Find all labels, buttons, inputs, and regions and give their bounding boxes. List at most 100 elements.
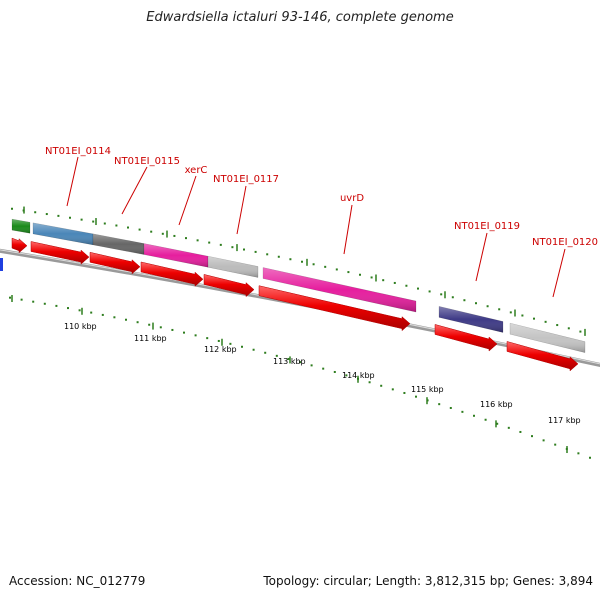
outer-minor-tick	[567, 327, 570, 330]
gene-label: xerC	[185, 165, 208, 176]
outer-minor-tick	[208, 241, 211, 244]
outer-minor-tick	[335, 268, 338, 271]
scale-minor-tick	[125, 318, 127, 321]
scale-tick-label: 117 kbp	[548, 416, 581, 425]
gene-label: NT01EI_0114	[45, 146, 111, 157]
gene-label-leader	[66, 156, 79, 207]
scale-tick-label: 115 kbp	[411, 385, 444, 394]
scale-minor-tick	[275, 354, 278, 357]
scale-minor-tick	[496, 422, 499, 425]
gene-bar-shade	[93, 233, 144, 255]
scale-minor-tick	[507, 426, 510, 429]
outer-minor-tick	[57, 214, 60, 217]
scale-minor-tick	[78, 309, 81, 312]
outer-minor-tick	[533, 317, 535, 320]
gene-label: NT01EI_0119	[454, 221, 520, 232]
scale-minor-tick	[403, 391, 406, 394]
outer-minor-tick	[428, 290, 431, 293]
scale-minor-tick	[299, 361, 301, 364]
outer-minor-tick	[451, 296, 454, 299]
scale-minor-tick	[159, 326, 162, 329]
outer-minor-tick	[475, 302, 477, 305]
outer-minor-tick	[219, 243, 222, 246]
genome-summary-text: Topology: circular; Length: 3,812,315 bp…	[263, 574, 593, 588]
scale-minor-tick	[217, 339, 220, 342]
scale-minor-tick	[310, 364, 313, 367]
scale-minor-tick	[194, 334, 197, 337]
scale-minor-tick	[554, 443, 557, 446]
outer-minor-tick	[509, 311, 512, 314]
outer-minor-tick	[80, 218, 83, 221]
outer-minor-tick	[69, 216, 71, 219]
gene-bar-shade	[144, 243, 208, 268]
cds-arrow	[506, 341, 579, 372]
scale-minor-tick	[43, 302, 46, 305]
scale-minor-tick	[252, 348, 255, 351]
scale-minor-tick	[577, 452, 580, 455]
gene-label: uvrD	[340, 193, 364, 204]
outer-minor-tick	[254, 250, 257, 253]
scale-minor-tick	[333, 370, 336, 373]
outer-minor-tick	[382, 279, 385, 282]
outer-minor-tick	[289, 258, 292, 261]
outer-minor-tick	[347, 271, 350, 274]
scale-minor-tick	[391, 388, 394, 391]
outer-minor-tick	[440, 293, 443, 296]
outer-minor-tick	[34, 211, 37, 214]
scale-minor-tick	[32, 300, 35, 303]
outer-minor-tick	[463, 299, 466, 302]
outer-minor-tick	[277, 255, 280, 258]
scale-minor-tick	[148, 323, 151, 326]
outer-minor-tick	[498, 308, 501, 311]
cds-arrow	[258, 285, 411, 332]
gene-bar-shade	[263, 267, 416, 313]
scale-minor-tick	[380, 384, 383, 387]
scale-minor-tick	[438, 403, 441, 406]
scale-minor-tick	[473, 414, 475, 417]
gene-label-leader	[343, 204, 353, 255]
cds-arrow	[30, 241, 90, 265]
scale-minor-tick	[461, 410, 464, 413]
outer-minor-tick	[103, 222, 106, 225]
gene-bar-shade	[208, 256, 258, 278]
scale-minor-tick	[90, 311, 93, 314]
outer-minor-tick	[185, 237, 187, 240]
cds-arrow	[140, 261, 204, 287]
gene-label: NT01EI_0115	[114, 156, 180, 167]
gene-bar-shade	[33, 222, 93, 245]
outer-minor-tick	[127, 226, 129, 229]
scale-minor-tick	[415, 395, 417, 398]
scale-tick-label: 116 kbp	[480, 400, 513, 409]
outer-minor-tick	[45, 213, 48, 216]
gene-label: NT01EI_0117	[213, 174, 279, 185]
gene-label: NT01EI_0120	[532, 237, 598, 248]
outer-minor-tick	[324, 265, 327, 268]
outer-minor-tick	[173, 234, 176, 237]
gene-bar-shade	[12, 219, 30, 234]
cds-arrow	[203, 274, 255, 298]
outer-minor-tick	[405, 284, 408, 287]
gene-bar-shade	[439, 306, 503, 333]
scale-minor-tick	[20, 298, 23, 301]
scale-minor-tick	[55, 304, 58, 307]
gene-label-leader	[121, 166, 148, 215]
scale-minor-tick	[368, 381, 371, 384]
scale-tick-label: 112 kbp	[204, 345, 237, 354]
cds-arrow	[89, 251, 141, 275]
outer-minor-tick	[196, 239, 199, 242]
outer-minor-tick	[161, 232, 164, 235]
scale-minor-tick	[136, 321, 139, 324]
scale-minor-tick	[519, 430, 522, 433]
gene-label-leader	[178, 175, 197, 226]
scale-minor-tick	[241, 345, 243, 348]
scale-tick-label: 114 kbp	[342, 371, 375, 380]
scale-tick-label: 110 kbp	[64, 322, 97, 331]
cds-arrow-layer	[11, 237, 579, 372]
scale-minor-tick	[264, 351, 267, 354]
scale-tick-label: 111 kbp	[134, 334, 167, 343]
scale-minor-tick	[345, 374, 348, 377]
outer-minor-tick	[138, 228, 141, 231]
accession-text: Accession: NC_012779	[9, 574, 146, 588]
